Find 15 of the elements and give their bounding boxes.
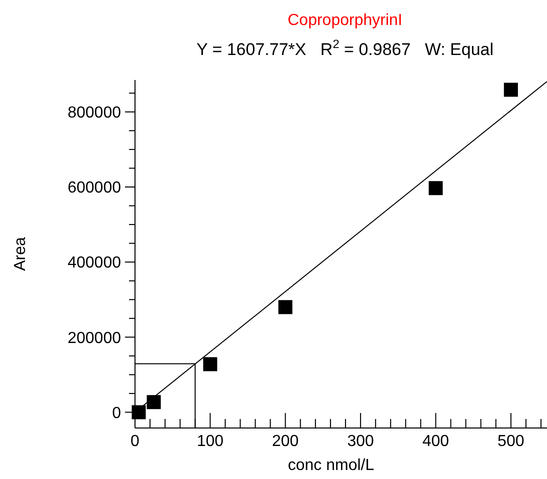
y-tick-label: 800000 <box>68 104 122 122</box>
y-tick-label: 600000 <box>68 180 122 197</box>
x-tick-label: 500 <box>498 433 524 450</box>
x-tick-label: 100 <box>196 433 224 450</box>
x-tick-label: 400 <box>422 433 450 450</box>
x-tick-label: 300 <box>347 433 374 450</box>
x-tick-label: 0 <box>130 433 140 450</box>
y-tick-label: 200000 <box>68 330 122 347</box>
y-tick-label: 400000 <box>68 254 122 272</box>
y-axis-title: Area <box>12 237 29 271</box>
chart-subtitle: Y = 1607.77*X R$^{2}$ = 0.9867 W: Equal <box>196 37 494 59</box>
y-tick-label: 0 <box>112 404 122 422</box>
chart-title: CoproporphyrinI <box>288 12 402 29</box>
x-tick-label: 200 <box>272 433 299 450</box>
x-axis-title: conc nmol/L <box>288 457 374 474</box>
